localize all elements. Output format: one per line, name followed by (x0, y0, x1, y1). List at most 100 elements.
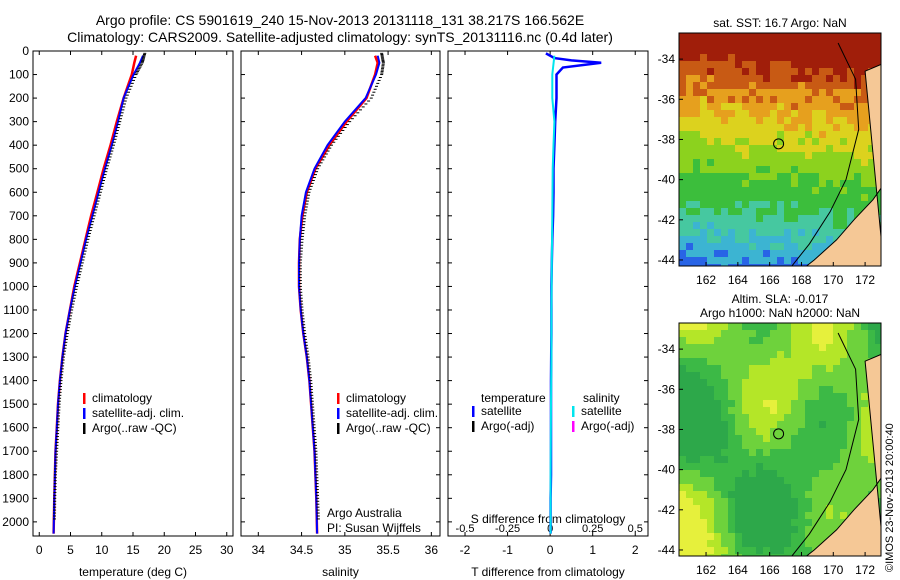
sla-map-cell (861, 442, 869, 450)
sst-map-cell (728, 236, 736, 244)
sla-map-cell (791, 533, 799, 541)
sla-map-cell (679, 505, 687, 513)
sst-map-cell (819, 103, 827, 111)
sla-map-cell (868, 435, 876, 443)
sst-map-cell (700, 61, 708, 69)
sla-map-cell (784, 400, 792, 408)
sla-map-cell (707, 540, 715, 548)
sst-map-cell (756, 166, 764, 174)
sst-map-cell (840, 131, 848, 139)
sst-map-cell (861, 194, 869, 202)
sst-map-cell (693, 61, 701, 69)
sla-map-cell (679, 323, 687, 331)
sst-map-cell (735, 96, 743, 104)
difference-profile-stick-label: 0.25 (582, 523, 603, 535)
sla-map-cell (763, 365, 771, 373)
sst-map-cell (763, 215, 771, 223)
sla-map-cell (742, 379, 750, 387)
sst-map-cell (833, 89, 841, 97)
sla-map-cell (777, 400, 785, 408)
sst-map-cell (791, 61, 799, 69)
sst-map-cell (784, 201, 792, 209)
sst-map-cell (805, 152, 813, 160)
sla-map-cell (693, 505, 701, 513)
sla-map-cell (819, 533, 827, 541)
sla-map-cell (721, 351, 729, 359)
sst-map-cell (777, 68, 785, 76)
sla-map-cell (798, 547, 806, 555)
sla-map-cell (805, 498, 813, 506)
sla-map-cell (749, 400, 757, 408)
sst-map-cell (833, 152, 841, 160)
sst-map-cell (714, 89, 722, 97)
salinity-legend-swatch (337, 393, 340, 404)
sla-map-cell (847, 386, 855, 394)
sla-map-cell (770, 435, 778, 443)
sla-map-ytick-label: -40 (658, 463, 676, 477)
sst-map-cell (693, 68, 701, 76)
sla-map-cell (679, 379, 687, 387)
sla-map-cell (728, 344, 736, 352)
sla-map-cell (742, 526, 750, 534)
sla-map-cell (826, 344, 834, 352)
sla-map-cell (777, 414, 785, 422)
sst-map-cell (861, 40, 869, 48)
sst-map-cell (735, 187, 743, 195)
sst-map-cell (770, 145, 778, 153)
sst-map-cell (819, 208, 827, 216)
sla-map-cell (791, 379, 799, 387)
sst-map-cell (868, 40, 876, 48)
sst-map-cell (714, 264, 722, 266)
sla-map-cell (826, 512, 834, 520)
sla-map-cell (777, 421, 785, 429)
sla-map-cell (749, 456, 757, 464)
sst-map-cell (770, 229, 778, 237)
temperature-profile-ytick-label: 1200 (2, 327, 29, 341)
sla-map-cell (847, 365, 855, 373)
sst-map-cell (707, 61, 715, 69)
sst-map-cell (847, 201, 855, 209)
sla-map-cell (819, 372, 827, 380)
sla-map-cell (728, 372, 736, 380)
sla-map-cell (742, 400, 750, 408)
sst-map-cell (686, 96, 694, 104)
sla-map-cell (700, 393, 708, 401)
sla-map-cell (777, 449, 785, 457)
sla-map-cell (805, 421, 813, 429)
sla-map-cell (770, 393, 778, 401)
sla-map-cell (714, 358, 722, 366)
sla-map-cell (693, 337, 701, 345)
sla-map-cell (700, 337, 708, 345)
sla-map-cell (770, 547, 778, 555)
sst-map-cell (833, 222, 841, 230)
sla-map-cell (791, 337, 799, 345)
sst-map-cell (791, 82, 799, 90)
sst-map-cell (861, 138, 869, 146)
sla-map-cell (700, 547, 708, 555)
sst-map-cell (812, 110, 820, 118)
sst-map-cell (784, 131, 792, 139)
sla-map-cell (812, 470, 820, 478)
sla-map-cell (777, 491, 785, 499)
sst-map-cell (714, 138, 722, 146)
sla-map-cell (735, 519, 743, 527)
sst-map-cell (819, 40, 827, 48)
sla-map-cell (742, 442, 750, 450)
sla-map-cell (756, 540, 764, 548)
sst-map-cell (847, 152, 855, 160)
sst-map-cell (721, 145, 729, 153)
sla-map-cell (763, 470, 771, 478)
sla-map-panel: 162 164 166 168 170 172-34-36-38-40-42-44Alti… (658, 292, 882, 577)
sla-map-cell (700, 330, 708, 338)
temperature-legend-label: satellite-adj. clim. (92, 406, 184, 420)
sst-map-cell (847, 33, 855, 41)
sst-map-cell (826, 194, 834, 202)
sla-map-cell (777, 463, 785, 471)
sst-map-cell (826, 159, 834, 167)
sst-map-cell (770, 215, 778, 223)
sst-map-cell (679, 145, 687, 153)
sla-map-cell (840, 498, 848, 506)
sst-map-cell (770, 159, 778, 167)
sst-map-cell (770, 264, 778, 266)
sla-map-cell (686, 540, 694, 548)
